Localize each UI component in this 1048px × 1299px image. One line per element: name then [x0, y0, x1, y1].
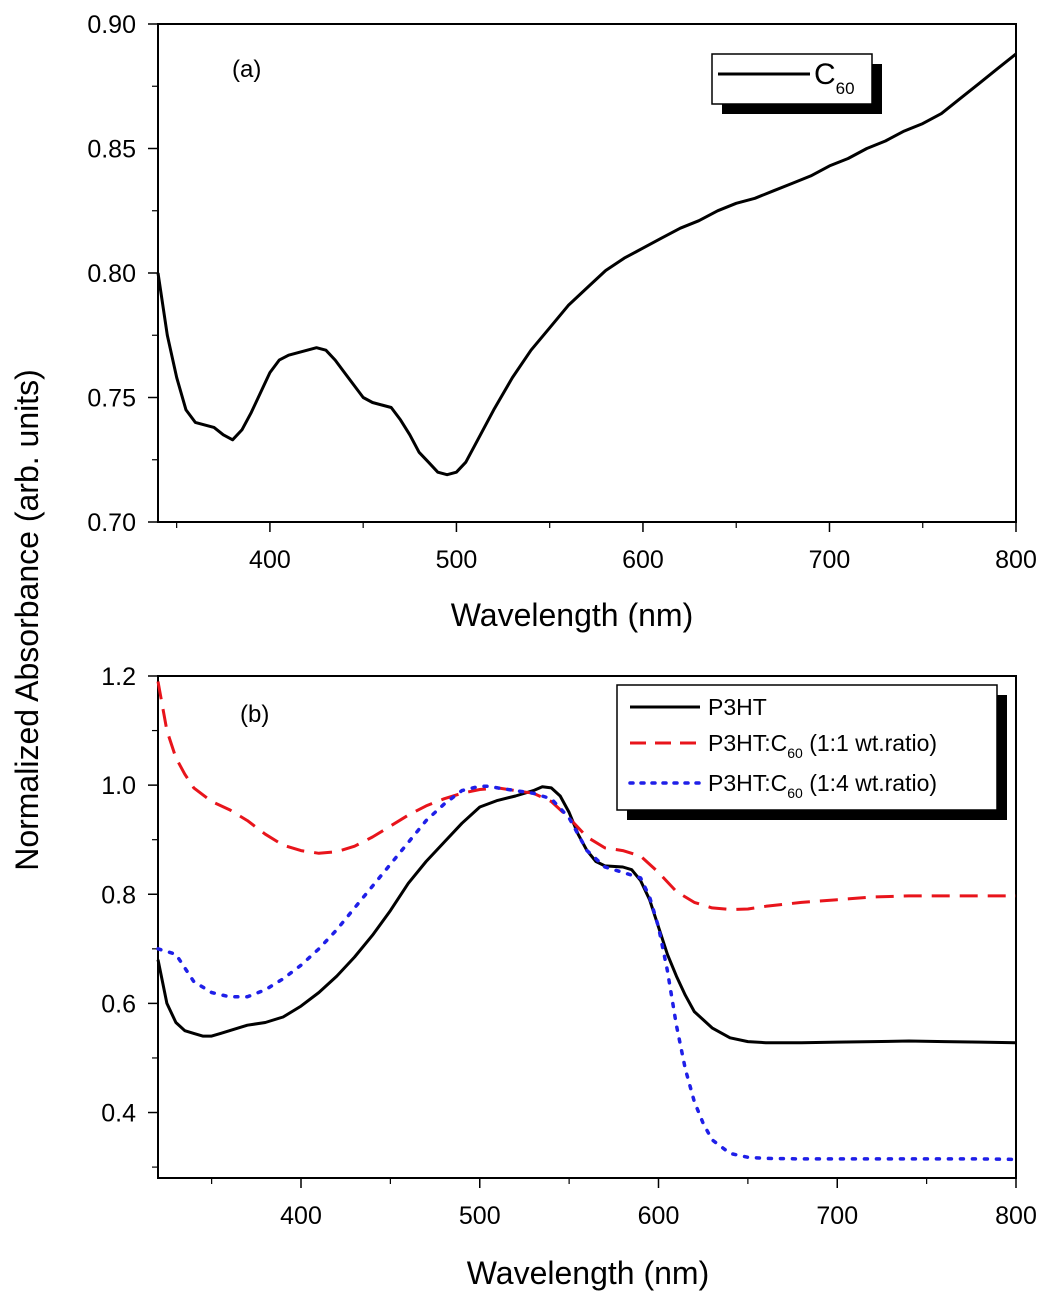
- x-tick-label: 600: [638, 1202, 680, 1230]
- x-tick-label: 400: [280, 1202, 322, 1230]
- y-tick-label: 0.70: [87, 509, 136, 537]
- y-tick-label: 0.8: [101, 881, 136, 909]
- x-tick-label: 600: [622, 546, 664, 574]
- series-line-p3ht: [156, 785, 1017, 1045]
- panel-b-ticks: 400 500 600 700 800 0.4 0.6 0.8 1.0 1.2: [101, 663, 1037, 1230]
- series-line-p3ht-c60-1-4-wt-ratio: [156, 784, 1018, 1162]
- panel-b-legend: P3HT P3HT:C60 (1:1 wt.ratio) P3HT:C60 (1…: [616, 684, 1007, 820]
- y-tick-label: 1.0: [101, 772, 136, 800]
- panel-b-label: (b): [240, 701, 269, 728]
- panel-a-ticks: 400 500 600 700 800 0.70 0.75 0.80 0.85 0.90: [87, 11, 1037, 574]
- panel-a-label: (a): [232, 56, 261, 83]
- y-tick-label: 1.2: [101, 663, 136, 691]
- panel-b-legend-label-p3ht-c60-1-4: P3HT:C60 (1:4 wt.ratio): [708, 770, 937, 801]
- panel-a-legend-label-c60: C60: [814, 58, 855, 98]
- panel-a-legend-box: [711, 53, 873, 105]
- panel-a-plot-frame: [157, 23, 1017, 523]
- y-tick-label: 0.4: [101, 1100, 136, 1128]
- x-tick-label: 800: [995, 546, 1037, 574]
- panel-a-lines: [156, 52, 1017, 477]
- x-tick-label: 500: [436, 546, 478, 574]
- x-tick-label: 700: [816, 1202, 858, 1230]
- y-tick-label: 0.75: [87, 385, 136, 413]
- panel-a-legend: C60: [711, 53, 882, 114]
- panel-b-x-axis-title: Wavelength (nm): [467, 1255, 709, 1291]
- x-tick-label: 800: [995, 1202, 1037, 1230]
- panel-b-lines: [156, 681, 1018, 1162]
- series-line-c60: [156, 52, 1017, 477]
- x-tick-label: 700: [809, 546, 851, 574]
- y-tick-label: 0.6: [101, 990, 136, 1018]
- y-tick-label: 0.85: [87, 136, 136, 164]
- panel-b-chart: 400 500 600 700 800 0.4 0.6 0.8 1.0 1.2 (b) Wavel…: [101, 663, 1037, 1291]
- x-tick-label: 500: [459, 1202, 501, 1230]
- panel-b-legend-label-p3ht-c60-1-1: P3HT:C60 (1:1 wt.ratio): [708, 730, 937, 761]
- panel-b-legend-label-p3ht: P3HT: [708, 694, 767, 720]
- y-tick-label: 0.80: [87, 260, 136, 288]
- shared-y-axis-title: Normalized Absorbance (arb. units): [9, 369, 45, 871]
- panel-a-x-axis-title: Wavelength (nm): [451, 597, 693, 633]
- panel-b-plot-frame: [157, 675, 1017, 1179]
- x-tick-label: 400: [249, 546, 291, 574]
- y-tick-label: 0.90: [87, 11, 136, 39]
